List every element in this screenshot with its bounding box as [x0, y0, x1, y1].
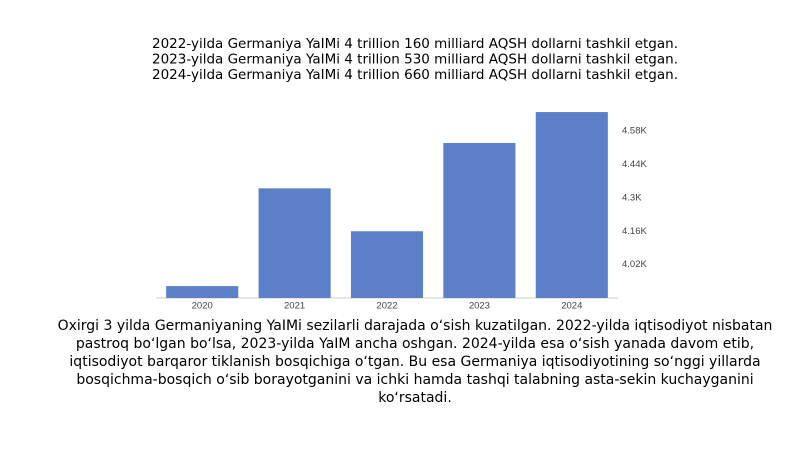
bar	[166, 286, 239, 298]
paragraph-line: pastroq boʻlgan boʻlsa, 2023-yilda YaIM …	[76, 336, 754, 352]
y-tick-label: 4.16K	[622, 226, 647, 237]
bar	[350, 231, 424, 298]
paragraph-line: iqtisodiyot barqaror tiklanish bosqichig…	[69, 354, 760, 370]
header-line: 2022-yilda Germaniya YaIMi 4 trillion 16…	[152, 36, 678, 52]
x-tick-label: 2021	[284, 301, 305, 312]
x-tick-label: 2020	[192, 301, 213, 312]
y-tick-label: 4.02K	[622, 259, 647, 270]
header-line: 2024-yilda Germaniya YaIMi 4 trillion 66…	[152, 67, 678, 83]
x-tick-label: 2022	[376, 301, 397, 312]
paragraph-line: Oxirgi 3 yilda Germaniyaning YaIMi sezil…	[58, 318, 773, 334]
y-tick-label: 4.44K	[622, 159, 647, 170]
header-line: 2023-yilda Germaniya YaIMi 4 trillion 53…	[152, 52, 678, 68]
bar	[443, 143, 516, 298]
x-tick-label: 2023	[469, 301, 490, 312]
bar	[535, 112, 608, 298]
paragraph-line: bosqichma-bosqich oʻsib borayotganini va…	[76, 372, 753, 388]
y-tick-label: 4.58K	[622, 126, 647, 137]
paragraph-line: koʻrsatadi.	[378, 390, 452, 406]
bar	[258, 188, 331, 298]
x-tick-label: 2024	[561, 301, 582, 312]
y-tick-label: 4.3K	[622, 192, 642, 203]
